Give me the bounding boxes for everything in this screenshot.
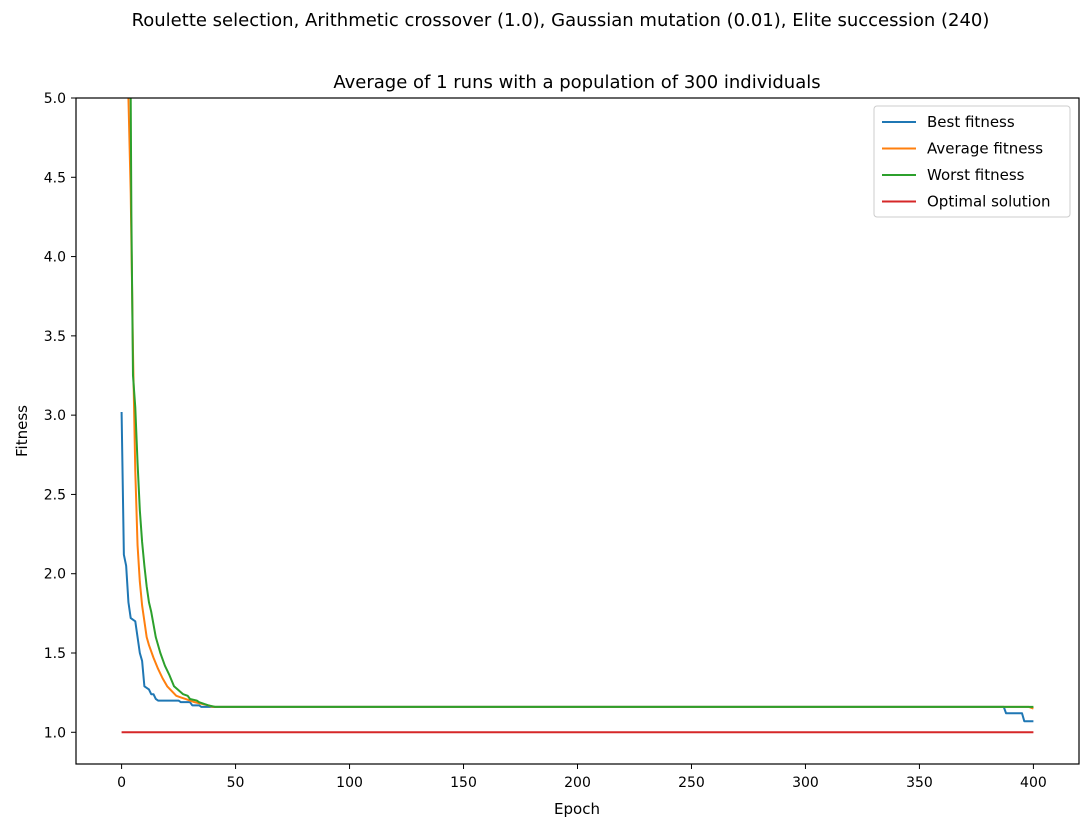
x-tick-label: 200 [564,775,591,791]
y-axis-label: Fitness [13,405,31,457]
x-tick-label: 300 [792,775,819,791]
y-tick-label: 1.0 [44,725,66,741]
series-line-2 [129,98,1034,708]
plot-frame [75,97,1080,765]
x-tick-label: 50 [227,775,245,791]
x-tick-label: 0 [117,775,126,791]
x-tick-label: 350 [906,775,933,791]
y-tick-label: 3.5 [44,329,66,345]
x-tick-label: 150 [450,775,477,791]
y-tick-label: 4.5 [44,170,66,186]
legend-label: Average fitness [927,140,1043,158]
x-tick-label: 100 [336,775,363,791]
series-line-0 [120,411,1034,723]
x-tick-label: 250 [678,775,705,791]
y-tick-label: 5.0 [44,91,66,107]
y-tick-label: 2.0 [44,567,66,583]
y-tick-label: 3.0 [44,408,66,424]
y-tick-label: 4.0 [44,250,66,266]
legend: Best fitness Average fitness Worst fitness… [873,105,1071,218]
legend-box [873,105,1071,218]
x-axis-label: Epoch [554,800,600,818]
y-tick-label: 2.5 [44,487,66,503]
figure-suptitle: Roulette selection, Arithmetic crossover… [131,10,990,31]
y-tick-label: 1.5 [44,646,66,662]
chart-title: Average of 1 runs with a population of 3… [333,72,820,93]
legend-label: Optimal solution [927,193,1051,211]
legend-label: Worst fitness [927,166,1025,184]
x-tick-label: 400 [1020,775,1047,791]
legend-label: Best fitness [927,113,1015,131]
